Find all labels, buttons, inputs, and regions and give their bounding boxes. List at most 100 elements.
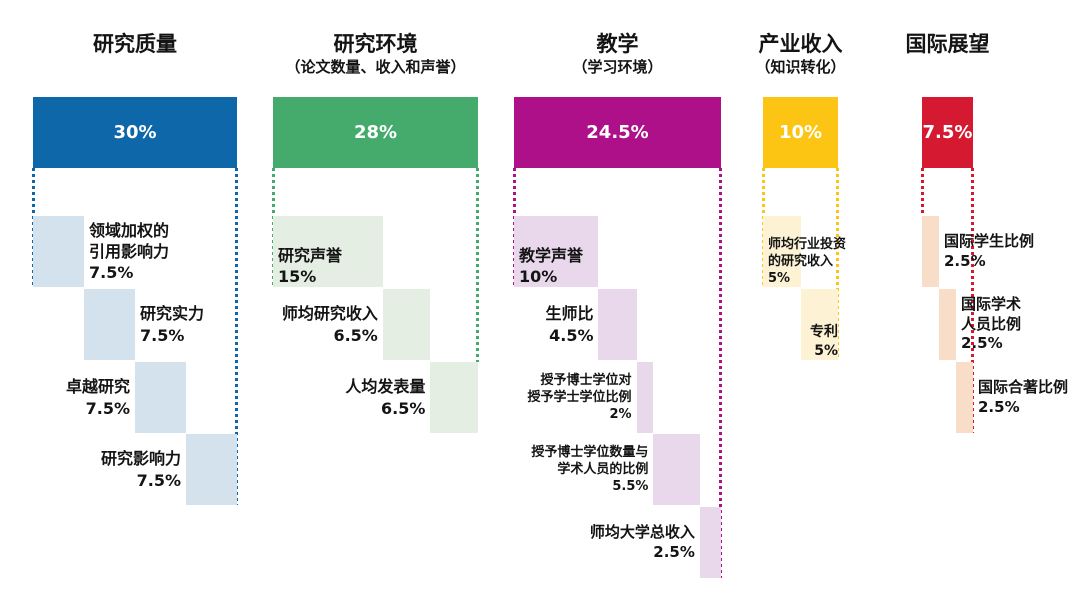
sub-block-research-quality-3 — [186, 434, 237, 505]
sub-label-line: 引用影响力 — [89, 241, 170, 261]
sub-block-international-outlook-0 — [922, 216, 939, 287]
sub-label-line: 人均发表量 — [345, 377, 426, 397]
sub-block-research-environment-1 — [382, 289, 431, 360]
sub-label-industry-income-0: 师均行业投资 的研究收入 5% — [768, 216, 846, 292]
column-industry-income: 产业收入 （知识转化） 10% 师均行业投资 的研究收入 5% 专利 5% — [755, 0, 846, 608]
sub-label-line: 师均大学总收入 — [589, 522, 695, 541]
sub-label-value: 15% — [278, 266, 317, 286]
sub-label-line: 教学声誉 — [519, 245, 584, 265]
sub-label-value: 2.5% — [944, 251, 986, 270]
sub-label-research-environment-1: 师均研究收入 6.5% — [282, 289, 378, 360]
sub-label-line: 研究影响力 — [100, 449, 181, 469]
weight-box-international-outlook: 7.5% — [922, 97, 973, 168]
sub-label-value: 7.5% — [85, 398, 130, 418]
sub-label-value: 7.5% — [89, 263, 134, 283]
weight-box-research-quality: 30% — [33, 97, 237, 168]
column-title-industry-income: 产业收入 （知识转化） — [755, 32, 845, 78]
sub-label-teaching-2: 授予博士学位对 授予学士学位比例 2% — [528, 362, 632, 433]
column-international-outlook: 国际展望 7.5% 国际学生比例 2.5% 国际学术 人员比例 2.5% 国际合著比例 2.5% — [906, 0, 1068, 608]
sub-label-value: 6.5% — [333, 325, 378, 345]
sub-label-research-quality-1: 研究实力 7.5% — [140, 289, 204, 360]
column-subtitle-text: （知识转化） — [755, 58, 846, 76]
column-research-quality: 研究质量 30% 领域加权的 引用影响力 7.5% 研究实力 7.5% 卓越研究 7.5% 研究影… — [32, 0, 238, 608]
weight-box-industry-income: 10% — [763, 97, 838, 168]
sub-label-value: 5% — [768, 270, 791, 286]
column-title-text: 研究环境 — [333, 32, 418, 56]
column-title-text: 研究质量 — [93, 32, 177, 56]
sub-label-international-outlook-2: 国际合著比例 2.5% — [978, 362, 1068, 433]
sub-label-value: 2% — [609, 407, 632, 423]
weight-label: 10% — [778, 122, 823, 143]
sub-block-research-quality-1 — [84, 289, 135, 360]
weight-label: 30% — [113, 122, 157, 143]
sub-label-line: 师均研究收入 — [281, 304, 378, 324]
dotted-line-right — [476, 168, 479, 362]
sub-block-industry-income-0 — [763, 216, 801, 287]
weight-box-research-environment: 28% — [273, 97, 478, 168]
column-title-text: 教学 — [596, 32, 639, 56]
sub-label-value: 7.5% — [136, 470, 181, 490]
sub-block-international-outlook-2 — [956, 362, 973, 433]
dotted-line-right — [235, 168, 238, 505]
sub-block-international-outlook-1 — [939, 289, 956, 360]
sub-label-line: 领域加权的 — [89, 220, 170, 240]
sub-label-value: 2.5% — [653, 542, 695, 561]
sub-block-teaching-1 — [598, 289, 637, 360]
dotted-line-left — [921, 168, 924, 216]
sub-label-line: 师均行业投资 — [768, 236, 847, 252]
sub-label-line: 人员比例 — [961, 314, 1022, 333]
column-title-teaching: 教学 （学习环境） — [572, 32, 662, 78]
sub-label-research-quality-2: 卓越研究 7.5% — [66, 362, 130, 433]
sub-label-line: 研究声誉 — [278, 245, 343, 265]
sub-block-teaching-4 — [699, 507, 721, 578]
column-title-research-environment: 研究环境 （论文数量、收入和声誉） — [285, 32, 465, 78]
column-title-international-outlook: 国际展望 — [906, 32, 990, 57]
column-subtitle-text: （论文数量、收入和声誉） — [285, 58, 466, 76]
dotted-line-right — [836, 168, 839, 360]
dotted-line-right — [719, 168, 722, 578]
sub-label-research-quality-3: 研究影响力 7.5% — [101, 434, 181, 505]
sub-label-teaching-4: 师均大学总收入 2.5% — [590, 507, 695, 578]
sub-block-research-environment-0 — [273, 216, 383, 287]
sub-label-line: 学术人员的比例 — [557, 461, 649, 477]
sub-block-teaching-0 — [514, 216, 599, 287]
sub-label-research-environment-2: 人均发表量 6.5% — [345, 362, 425, 433]
sub-label-teaching-1: 生师比 4.5% — [545, 289, 593, 360]
sub-label-line: 国际合著比例 — [978, 377, 1069, 396]
column-research-environment: 研究环境 （论文数量、收入和声誉） 28% 研究声誉 15% 师均研究收入 6.5% 人均发表… — [272, 0, 479, 608]
sub-label-teaching-3: 授予博士学位数量与 学术人员的比例 5.5% — [531, 434, 648, 505]
sub-block-research-environment-2 — [430, 362, 478, 433]
weight-label: 28% — [353, 122, 398, 143]
sub-block-teaching-2 — [636, 362, 654, 433]
sub-label-value: 2.5% — [978, 397, 1020, 416]
sub-label-line: 授予博士学位数量与 — [531, 444, 649, 460]
sub-label-line: 的研究收入 — [768, 253, 834, 269]
sub-label-research-environment-0: 研究声誉 15% — [278, 216, 342, 292]
sub-label-research-quality-0: 领域加权的 引用影响力 7.5% — [89, 216, 169, 287]
sub-label-line: 专利 — [810, 324, 838, 341]
sub-block-teaching-3 — [653, 434, 700, 505]
sub-label-line: 生师比 — [545, 304, 594, 324]
column-subtitle-text: （学习环境） — [572, 58, 663, 76]
sub-label-value: 10% — [519, 266, 558, 286]
sub-label-international-outlook-0: 国际学生比例 2.5% — [944, 216, 1034, 287]
weight-box-teaching: 24.5% — [514, 97, 721, 168]
sub-label-industry-income-1: 专利 5% — [810, 289, 838, 365]
sub-label-teaching-0: 教学声誉 10% — [519, 216, 583, 292]
column-title-research-quality: 研究质量 — [93, 32, 177, 57]
sub-label-line: 授予学士学位比例 — [527, 389, 632, 405]
sub-label-line: 卓越研究 — [65, 377, 130, 397]
sub-label-value: 6.5% — [381, 398, 426, 418]
sub-block-research-quality-0 — [33, 216, 84, 287]
sub-label-line: 国际学术 — [961, 294, 1022, 313]
dotted-line-right — [971, 168, 974, 433]
sub-label-value: 5% — [814, 342, 838, 359]
sub-label-value: 5.5% — [612, 479, 649, 495]
column-title-text: 产业收入 — [758, 32, 843, 56]
column-teaching: 教学 （学习环境） 24.5% 教学声誉 10% 生师比 4.5% 授予博士学位对 授予学士学位… — [513, 0, 722, 608]
sub-block-industry-income-1 — [800, 289, 838, 360]
sub-label-line: 国际学生比例 — [944, 231, 1035, 250]
sub-label-value: 7.5% — [140, 325, 185, 345]
sub-label-line: 授予博士学位对 — [540, 372, 632, 388]
